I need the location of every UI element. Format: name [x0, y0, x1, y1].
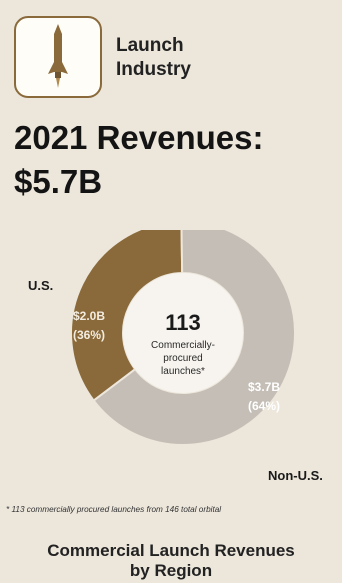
- donut-chart: 113 Commercially- procured launches* U.S…: [28, 219, 323, 483]
- page-title: 2021 Revenues: $5.7B: [14, 116, 334, 204]
- donut-chart-container: 113 Commercially- procured launches* U.S…: [0, 219, 342, 495]
- data-label-us-value: $2.0B: [73, 309, 105, 323]
- category-line-1: Launch: [116, 35, 184, 56]
- category-line-2: Industry: [116, 59, 191, 80]
- legend-label-us: U.S.: [28, 278, 53, 293]
- donut-center-hole: [123, 273, 243, 393]
- center-text-line-2: procured: [163, 353, 202, 364]
- center-number: 113: [165, 310, 201, 335]
- rocket-icon: [48, 24, 68, 88]
- data-label-non-us-percent: (64%): [248, 399, 280, 413]
- section-title-line-1: Commercial Launch Revenues: [47, 541, 295, 560]
- category-label: Launch Industry: [116, 34, 226, 82]
- data-label-non-us-value: $3.7B: [248, 380, 280, 394]
- footnote: * 113 commercially procured launches fro…: [6, 505, 222, 514]
- center-text-line-3: launches*: [161, 366, 205, 377]
- section-title: Commercial Launch Revenues by Region: [0, 541, 342, 581]
- section-title-line-2: by Region: [129, 561, 213, 580]
- legend-label-non-us: Non-U.S.: [268, 468, 323, 483]
- data-label-us-percent: (36%): [73, 328, 105, 342]
- headline-line-2: $5.7B: [14, 163, 103, 200]
- rocket-icon-box: [14, 16, 102, 98]
- center-text-line-1: Commercially-: [151, 340, 215, 351]
- headline-line-1: 2021 Revenues:: [14, 119, 264, 156]
